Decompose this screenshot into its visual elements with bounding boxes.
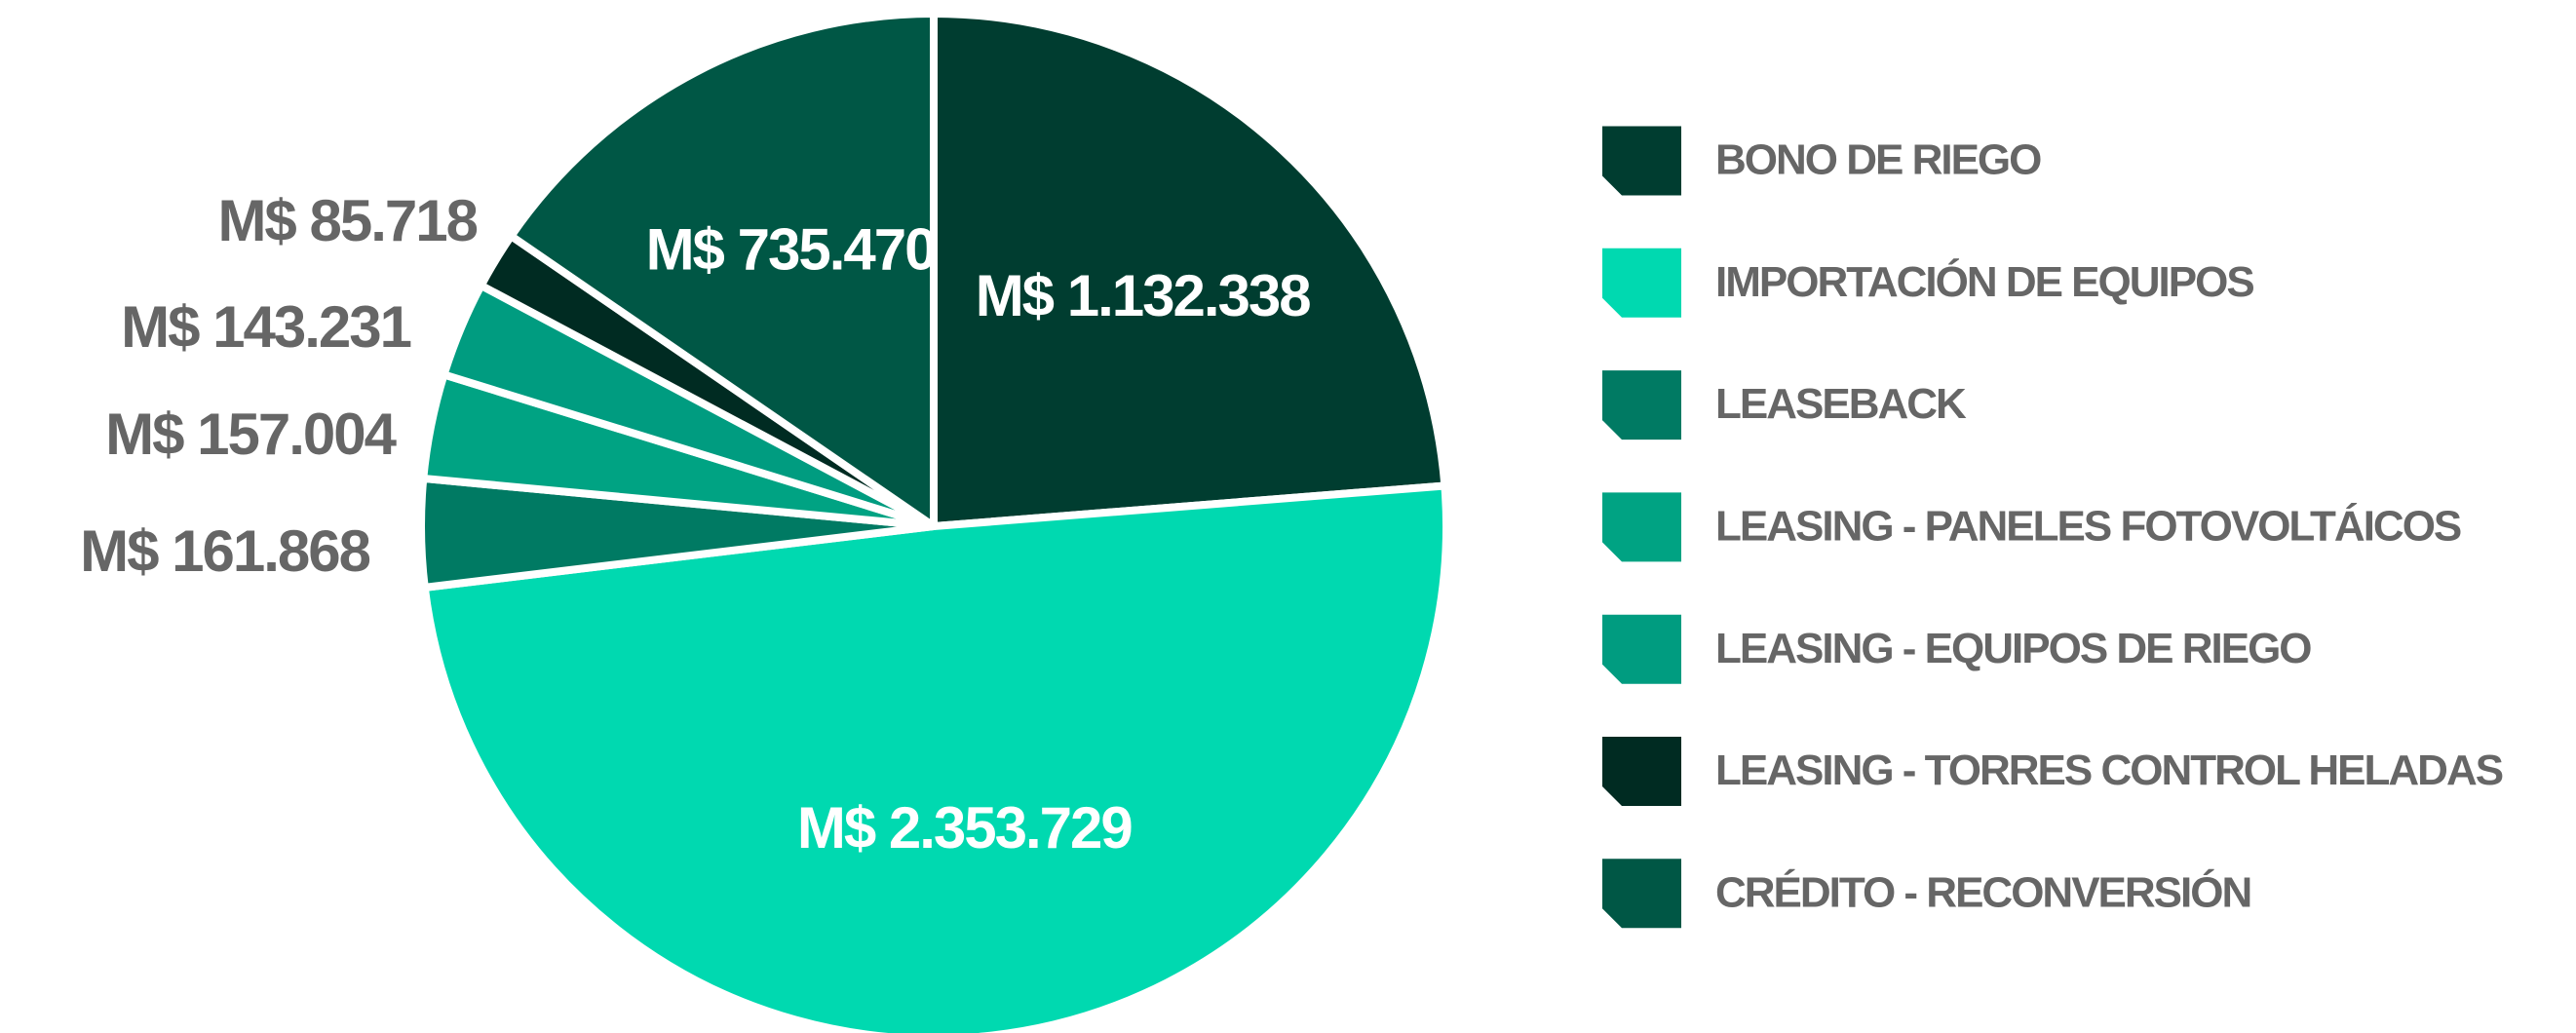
pie-slice	[930, 10, 1449, 530]
legend-swatch	[1602, 126, 1681, 196]
legend-swatch	[1602, 859, 1681, 929]
legend-swatch	[1602, 614, 1681, 684]
pie-slice	[420, 481, 1450, 1033]
legend-label: IMPORTACIÓN DE EQUIPOS	[1715, 257, 2253, 306]
value-label: M$ 2.353.729	[797, 795, 1133, 861]
legend-swatch	[1602, 737, 1681, 806]
legend-label: BONO DE RIEGO	[1715, 136, 2041, 184]
value-label: M$ 735.470	[646, 217, 936, 283]
legend-label: LEASING - TORRES CONTROL HELADAS	[1715, 746, 2503, 794]
legend-label: LEASING - PANELES FOTOVOLTÁICOS	[1715, 502, 2461, 551]
value-label: M$ 157.004	[105, 402, 398, 467]
value-label: M$ 1.132.338	[976, 263, 1311, 328]
legend-swatch	[1602, 370, 1681, 440]
legend-label: LEASEBACK	[1715, 380, 1967, 428]
legend-swatch	[1602, 248, 1681, 318]
value-label: M$ 143.231	[121, 294, 411, 360]
pie-slice	[507, 10, 938, 530]
legend-swatch	[1602, 492, 1681, 562]
value-label: M$ 161.868	[80, 518, 370, 584]
legend-label: LEASING - EQUIPOS DE RIEGO	[1715, 625, 2311, 672]
legend-label: CRÉDITO - RECONVERSIÓN	[1715, 867, 2250, 916]
value-label: M$ 85.718	[217, 188, 477, 253]
